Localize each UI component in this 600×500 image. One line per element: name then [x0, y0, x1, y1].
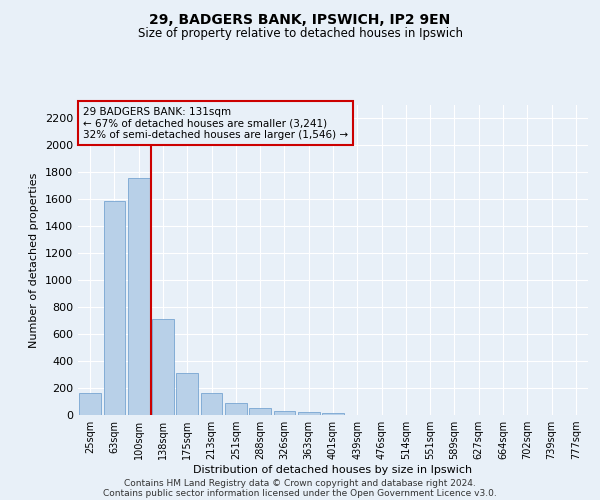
- Bar: [104, 200, 125, 415]
- Text: Contains HM Land Registry data © Crown copyright and database right 2024.: Contains HM Land Registry data © Crown c…: [124, 478, 476, 488]
- Y-axis label: Number of detached properties: Number of detached properties: [29, 172, 40, 348]
- Bar: [176, 372, 198, 415]
- Bar: [152, 320, 174, 415]
- Text: Size of property relative to detached houses in Ipswich: Size of property relative to detached ho…: [137, 28, 463, 40]
- Text: 29 BADGERS BANK: 131sqm
← 67% of detached houses are smaller (3,241)
32% of semi: 29 BADGERS BANK: 131sqm ← 67% of detache…: [83, 106, 348, 140]
- Bar: [225, 403, 247, 415]
- X-axis label: Distribution of detached houses by size in Ipswich: Distribution of detached houses by size …: [193, 465, 473, 475]
- Bar: [79, 394, 101, 415]
- Bar: [274, 411, 295, 415]
- Text: 29, BADGERS BANK, IPSWICH, IP2 9EN: 29, BADGERS BANK, IPSWICH, IP2 9EN: [149, 12, 451, 26]
- Bar: [128, 178, 149, 415]
- Bar: [322, 413, 344, 415]
- Bar: [200, 394, 223, 415]
- Text: Contains public sector information licensed under the Open Government Licence v3: Contains public sector information licen…: [103, 488, 497, 498]
- Bar: [298, 412, 320, 415]
- Bar: [249, 408, 271, 415]
